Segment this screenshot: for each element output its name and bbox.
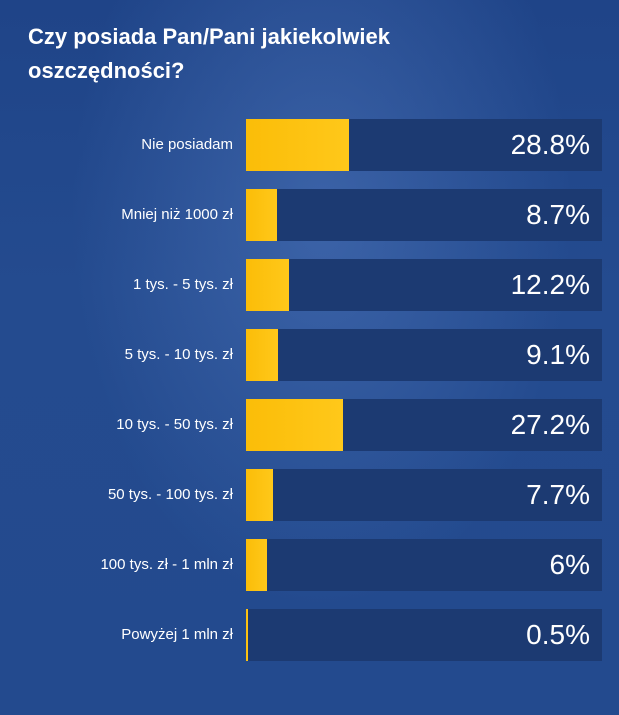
bar-row: Mniej niż 1000 zł 8.7% — [0, 189, 619, 241]
value-label: 6% — [549, 549, 590, 580]
bar-row: Nie posiadam 28.8% — [0, 119, 619, 171]
bar — [246, 609, 248, 661]
value-label: 9.1% — [526, 339, 590, 370]
bar — [246, 399, 343, 451]
bar — [246, 259, 289, 311]
value-label: 8.7% — [526, 199, 590, 230]
bar — [246, 119, 349, 171]
category-label: 1 tys. - 5 tys. zł — [132, 276, 233, 293]
category-label: Nie posiadam — [141, 136, 233, 153]
category-label: 10 tys. - 50 tys. zł — [116, 416, 233, 433]
bar-track: 8.7% — [246, 189, 602, 241]
category-label: 100 tys. zł - 1 mln zł — [100, 556, 233, 573]
bar-row: 1 tys. - 5 tys. zł 12.2% — [0, 259, 619, 311]
bar-row: 10 tys. - 50 tys. zł 27.2% — [0, 399, 619, 451]
value-label: 28.8% — [510, 129, 590, 160]
bar-track: 9.1% — [246, 329, 602, 381]
bar-track: 0.5% — [246, 609, 602, 661]
bar-row: Powyżej 1 mln zł 0.5% — [0, 609, 619, 661]
value-label: 27.2% — [510, 409, 590, 440]
value-label: 7.7% — [526, 479, 590, 510]
bar-row: 50 tys. - 100 tys. zł 7.7% — [0, 469, 619, 521]
bar — [246, 329, 278, 381]
category-label: 5 tys. - 10 tys. zł — [124, 346, 233, 363]
bar-track: 12.2% — [246, 259, 602, 311]
bar — [246, 469, 273, 521]
value-label: 0.5% — [526, 619, 590, 650]
bar — [246, 539, 267, 591]
bar-row: 5 tys. - 10 tys. zł 9.1% — [0, 329, 619, 381]
value-label: 12.2% — [510, 269, 590, 300]
category-label: Powyżej 1 mln zł — [121, 626, 233, 643]
bar-track: 7.7% — [246, 469, 602, 521]
category-label: 50 tys. - 100 tys. zł — [107, 486, 233, 503]
bar-track: 6% — [246, 539, 602, 591]
category-label: Mniej niż 1000 zł — [121, 206, 233, 223]
bar-track: 27.2% — [246, 399, 602, 451]
chart-title: Czy posiada Pan/Pani jakiekolwiek oszczę… — [28, 24, 390, 83]
bar — [246, 189, 277, 241]
bar-track: 28.8% — [246, 119, 602, 171]
bar-row: 100 tys. zł - 1 mln zł 6% — [0, 539, 619, 591]
